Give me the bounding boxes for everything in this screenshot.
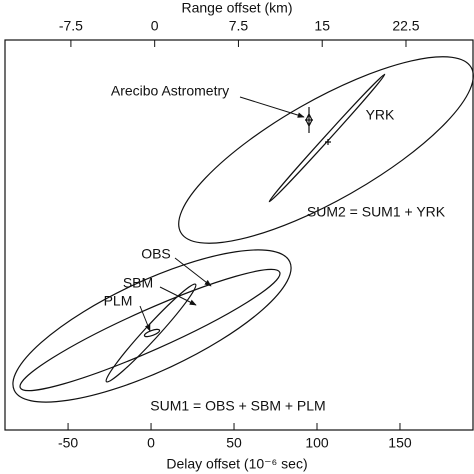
arrows (139, 96, 305, 332)
annotation: SBM (123, 275, 153, 291)
annotation: YRK (366, 107, 395, 123)
center-cross (325, 139, 331, 145)
x2-tick-label: 15 (314, 18, 330, 34)
x-axis-title: Delay offset (10⁻⁶ sec) (166, 456, 307, 472)
x-tick-label: -50 (58, 435, 78, 451)
x-tick-label: 150 (388, 435, 412, 451)
arrow (139, 305, 151, 332)
x2-axis-title: Range offset (km) (181, 0, 292, 16)
plot-frame (4, 39, 474, 431)
ellipses (12, 56, 474, 403)
x-tick-label: 0 (147, 435, 155, 451)
x-tick-label: 100 (305, 435, 329, 451)
arrow (239, 96, 305, 118)
x2-tick-label: 7.5 (229, 18, 249, 34)
x-tick-label: 50 (226, 435, 242, 451)
sum2-ellipse (178, 56, 474, 244)
x2-tick-label: 22.5 (392, 18, 419, 34)
x2-tick-label: 0 (151, 18, 159, 34)
x2-tick-label: -7.5 (59, 18, 83, 34)
yrk-ellipse (268, 73, 386, 203)
plm-ellipse (143, 328, 161, 338)
arrow (159, 286, 197, 306)
annotation: Arecibo Astrometry (111, 83, 229, 99)
arecibo-point (305, 107, 313, 133)
arrow (174, 257, 212, 287)
annotation: PLM (104, 293, 133, 309)
annotation: OBS (141, 246, 171, 262)
annotation: SUM1 = OBS + SBM + PLM (150, 398, 325, 414)
annotation: SUM2 = SUM1 + YRK (307, 204, 446, 220)
sum1-ellipse (12, 249, 292, 403)
